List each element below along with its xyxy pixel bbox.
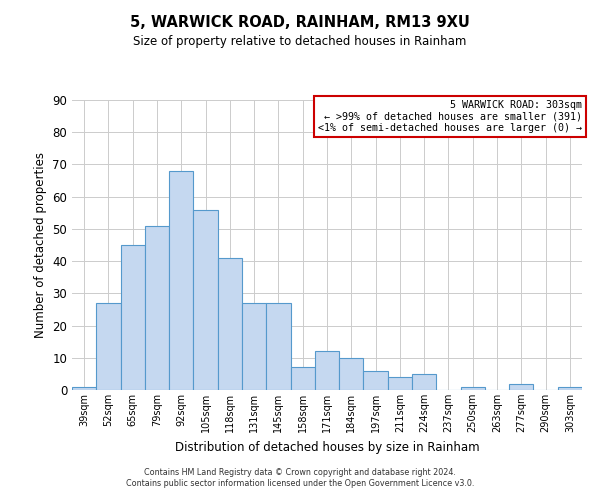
X-axis label: Distribution of detached houses by size in Rainham: Distribution of detached houses by size … <box>175 440 479 454</box>
Bar <box>169 171 193 390</box>
Bar <box>461 387 485 390</box>
Text: Size of property relative to detached houses in Rainham: Size of property relative to detached ho… <box>133 35 467 48</box>
Bar <box>193 210 218 390</box>
Text: Contains HM Land Registry data © Crown copyright and database right 2024.
Contai: Contains HM Land Registry data © Crown c… <box>126 468 474 487</box>
Bar <box>72 387 96 390</box>
Bar <box>121 245 145 390</box>
Bar <box>266 303 290 390</box>
Bar <box>218 258 242 390</box>
Text: 5 WARWICK ROAD: 303sqm
← >99% of detached houses are smaller (391)
<1% of semi-d: 5 WARWICK ROAD: 303sqm ← >99% of detache… <box>318 100 582 133</box>
Bar <box>339 358 364 390</box>
Bar <box>509 384 533 390</box>
Bar <box>290 368 315 390</box>
Y-axis label: Number of detached properties: Number of detached properties <box>34 152 47 338</box>
Bar <box>364 370 388 390</box>
Bar <box>412 374 436 390</box>
Text: 5, WARWICK ROAD, RAINHAM, RM13 9XU: 5, WARWICK ROAD, RAINHAM, RM13 9XU <box>130 15 470 30</box>
Bar <box>558 387 582 390</box>
Bar <box>242 303 266 390</box>
Bar <box>145 226 169 390</box>
Bar <box>388 377 412 390</box>
Bar <box>315 352 339 390</box>
Bar <box>96 303 121 390</box>
